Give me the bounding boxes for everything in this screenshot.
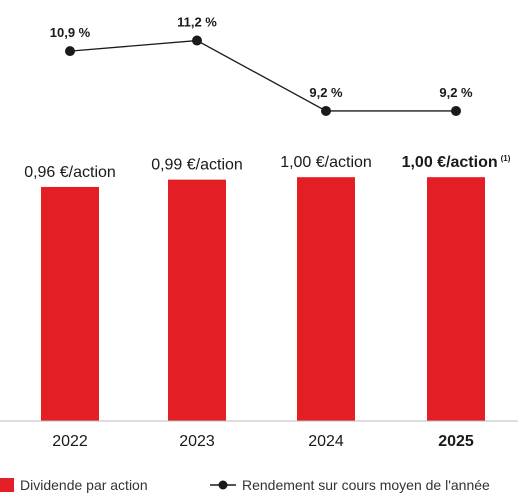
legend-bar-label: Dividende par action [20,477,148,493]
bar-2022 [41,186,99,421]
legend: Dividende par action Rendement sur cours… [0,477,490,493]
category-label-2023: 2023 [179,433,215,450]
yield-line [69,39,456,112]
bar-value-label-2022: 0,96 €/action [24,164,116,181]
legend-line-label: Rendement sur cours moyen de l'année [242,477,490,493]
category-label-2025: 2025 [438,433,474,450]
legend-line-marker [218,480,228,490]
yield-point-2023 [192,35,202,46]
bar-2023 [168,179,226,421]
legend-bar-swatch [0,478,14,492]
bar-2024 [297,177,355,421]
bar-value-label-2025: 1,00 €/action (1) [402,154,511,171]
yield-label-2023: 11,2 % [177,15,217,30]
category-label-2024: 2024 [308,433,344,450]
bar-value-label-2024: 1,00 €/action [280,154,372,171]
bar-value-label-2023: 0,99 €/action [151,157,243,174]
category-label-2022: 2022 [52,433,88,450]
bar-2025 [427,177,485,421]
yield-label-2024: 9,2 % [309,85,343,100]
category-labels: 2022 2023 2024 2025 [52,433,474,450]
yield-label-2025: 9,2 % [439,85,473,100]
yield-point-2022 [65,46,75,57]
yield-point-2025 [451,105,461,116]
footnote-marker: (1) [501,154,511,163]
yield-point-2024 [321,105,331,116]
yield-line-layer: 10,9 % 11,2 % 9,2 % 9,2 % [50,15,473,116]
yield-label-2022: 10,9 % [50,25,91,40]
bar-layer: 0,96 €/action 0,99 €/action 1,00 €/action 1… [24,154,511,421]
